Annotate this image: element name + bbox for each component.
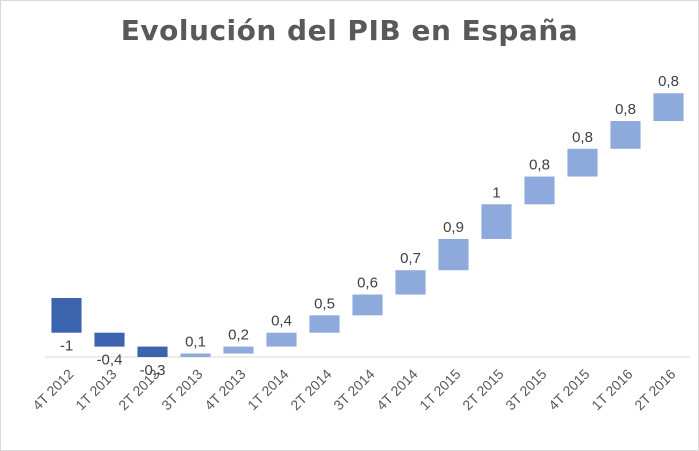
bar-4t-2013 (223, 346, 254, 354)
data-label: 0,7 (400, 250, 421, 267)
bar-4t-2012 (51, 298, 82, 333)
bar-1t-2016 (610, 121, 641, 149)
data-label: 0,1 (185, 334, 206, 351)
data-label: 0,4 (271, 313, 292, 330)
category-tick-label: 3T 2014 (330, 366, 378, 414)
data-label: -0,3 (140, 362, 166, 379)
data-label: 0,8 (529, 157, 550, 174)
chart-title: Evolución del PIB en España (120, 14, 579, 47)
bar-1t-2015 (438, 239, 469, 271)
bar-2t-2014 (309, 315, 340, 333)
bar-3t-2013 (180, 353, 211, 357)
data-label: 0,2 (228, 327, 249, 344)
data-label: -0,4 (97, 352, 123, 369)
bar-1t-2013 (94, 332, 125, 347)
category-tick-label: 2T 2016 (631, 366, 679, 414)
category-tick-label: 2T 2015 (459, 366, 507, 414)
bar-2t-2016 (653, 93, 684, 121)
category-tick-label: 1T 2013 (72, 366, 120, 414)
data-label: -1 (60, 338, 73, 355)
data-label: 0,9 (443, 219, 464, 236)
data-label: 1 (492, 184, 500, 201)
category-tick-label: 4T 2014 (373, 366, 421, 414)
bar-4t-2014 (395, 270, 426, 295)
bar-3t-2014 (352, 294, 383, 316)
bar-series (51, 93, 684, 357)
data-label: 0,8 (615, 101, 636, 118)
category-tick-label: 4T 2013 (201, 366, 249, 414)
bar-3t-2015 (524, 176, 555, 205)
bar-2t-2013 (137, 346, 168, 357)
data-labels: -1 -0,4 -0,3 0,1 0,2 0,4 0,5 0,6 0,7 0,9 1 0,8 0,8 0,… (60, 73, 679, 379)
category-tick-label: 1T 2015 (416, 366, 464, 414)
data-label: 0,8 (658, 73, 679, 90)
bar-2t-2015 (481, 204, 512, 239)
category-tick-label: 4T 2015 (545, 366, 593, 414)
category-tick-label: 3T 2015 (502, 366, 550, 414)
data-label: 0,5 (314, 295, 335, 312)
bar-4t-2015 (567, 148, 598, 177)
category-tick-label: 4T 2012 (29, 366, 77, 414)
category-tick-label: 1T 2016 (588, 366, 636, 414)
category-tick-label: 2T 2014 (287, 366, 335, 414)
category-tick-label: 1T 2014 (244, 366, 292, 414)
data-label: 0,8 (572, 129, 593, 146)
bar-1t-2014 (266, 332, 297, 347)
data-label: 0,6 (357, 275, 378, 292)
